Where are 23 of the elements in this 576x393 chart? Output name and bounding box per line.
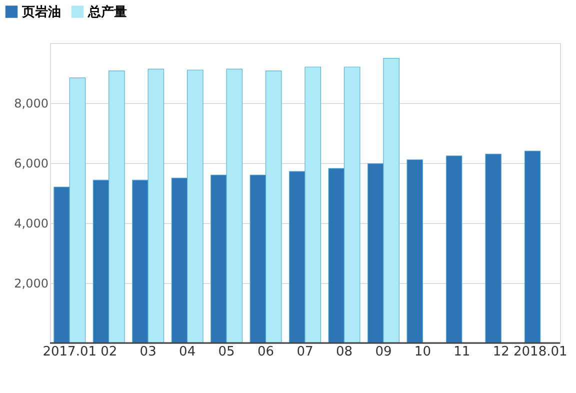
y-tick-label: 4,000: [14, 216, 48, 230]
x-tick-label: 11: [454, 344, 470, 360]
x-tick-label: 06: [257, 344, 274, 360]
x-tick-label: 04: [179, 344, 196, 360]
legend-label: 页岩油: [21, 4, 61, 20]
x-tick-label: 07: [296, 344, 314, 360]
bar: [406, 159, 423, 344]
x-tick-label: 02: [100, 344, 118, 360]
x-tick-label: 12: [492, 344, 510, 360]
y-tick-label: 6,000: [14, 156, 48, 170]
x-tick-label: 10: [414, 344, 431, 360]
x-tick-label: 09: [375, 344, 392, 360]
y-tick-label: 8,000: [14, 96, 48, 110]
bar: [524, 150, 541, 344]
y-tick-label: 2,000: [14, 276, 48, 290]
x-tick-label: 03: [140, 344, 156, 360]
bar: [446, 156, 462, 344]
x-tick-label: 08: [336, 344, 353, 360]
x-tick-label: 05: [218, 344, 235, 360]
bar: [485, 154, 502, 344]
x-tick-label: 2018.01: [514, 344, 568, 360]
x-tick-label: 2017.01: [42, 344, 96, 360]
legend-label: 总产量: [87, 4, 127, 20]
